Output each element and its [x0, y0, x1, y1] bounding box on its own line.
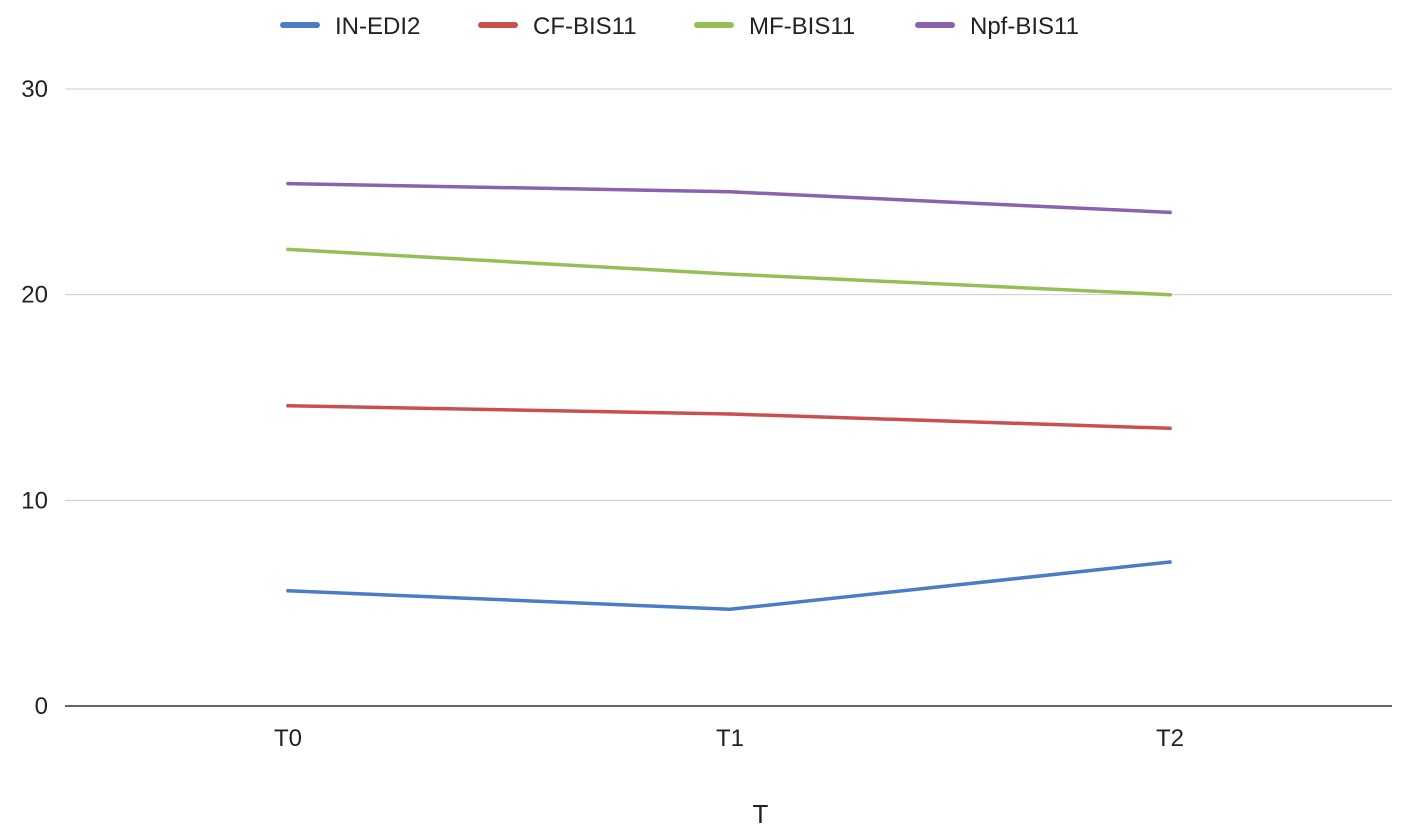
x-tick-label: T0 — [274, 725, 302, 752]
data-point — [728, 607, 732, 612]
legend-item: IN-EDI2 — [280, 13, 420, 40]
data-point — [728, 412, 732, 416]
x-tick-label: T1 — [716, 725, 744, 752]
legend-label: IN-EDI2 — [335, 13, 420, 40]
data-point — [1168, 426, 1172, 431]
x-axis-ticks: T0 T1 T2 — [274, 725, 1184, 752]
legend-item: Npf-BIS11 — [915, 13, 1079, 40]
x-axis-title: T — [753, 799, 769, 829]
data-point — [286, 403, 290, 408]
series-lines — [286, 181, 1172, 612]
data-point — [286, 589, 290, 593]
data-point — [728, 190, 732, 194]
series-line-npf-bis11 — [286, 181, 1172, 215]
legend: IN-EDI2 CF-BIS11 MF-BIS11 Npf-BIS11 — [280, 13, 1079, 40]
y-tick-label: 0 — [35, 693, 48, 720]
data-point — [1168, 292, 1172, 297]
legend-label: CF-BIS11 — [533, 13, 637, 40]
gridlines — [65, 88, 1392, 501]
series-line-mf-bis11 — [286, 247, 1172, 297]
data-point — [286, 181, 290, 186]
y-tick-label: 10 — [21, 487, 48, 514]
data-point — [1168, 560, 1172, 564]
data-point — [286, 247, 290, 252]
series-line-in-edi2 — [286, 560, 1172, 612]
legend-item: CF-BIS11 — [478, 13, 637, 40]
legend-label: MF-BIS11 — [749, 13, 855, 40]
legend-item: MF-BIS11 — [694, 13, 855, 40]
y-tick-label: 30 — [21, 76, 48, 103]
legend-label: Npf-BIS11 — [970, 13, 1079, 40]
x-tick-label: T2 — [1156, 725, 1184, 752]
data-point — [728, 272, 732, 276]
series-line-cf-bis11 — [286, 403, 1172, 431]
y-axis-ticks: 0 10 20 30 — [21, 76, 48, 720]
data-point — [1168, 210, 1172, 215]
y-tick-label: 20 — [21, 282, 48, 309]
